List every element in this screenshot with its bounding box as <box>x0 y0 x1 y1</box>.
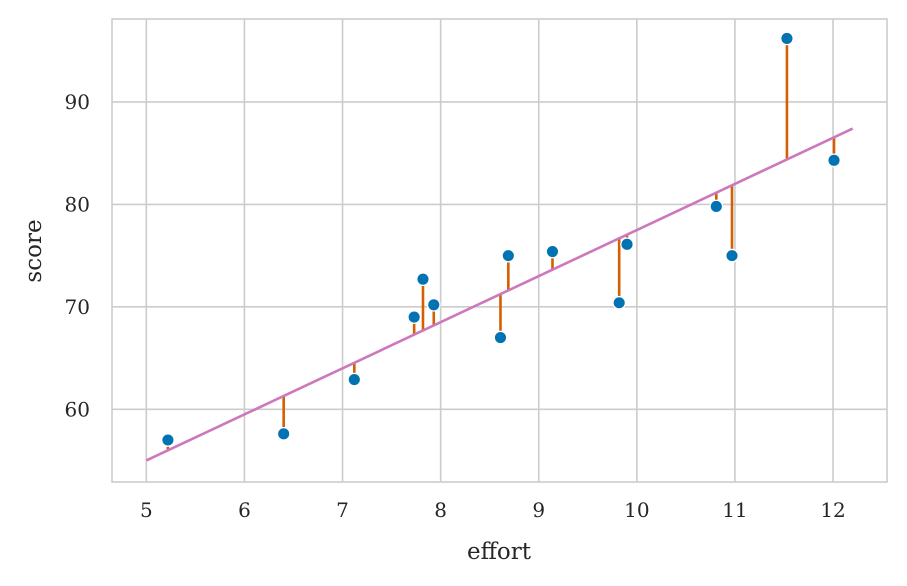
plot-frame <box>111 18 888 483</box>
y-tick-label: 60 <box>65 397 90 421</box>
data-point <box>620 237 634 252</box>
grid <box>112 19 887 482</box>
x-tick-label: 10 <box>624 498 649 522</box>
data-points <box>161 31 841 447</box>
y-tick-label: 70 <box>65 295 90 319</box>
data-point <box>276 427 291 441</box>
y-axis-label: score <box>21 219 47 282</box>
y-tick-labels: 60 70 80 90 <box>65 90 90 421</box>
x-tick-label: 11 <box>722 498 747 522</box>
data-point <box>780 31 794 46</box>
data-point <box>709 199 724 214</box>
data-point <box>545 244 560 259</box>
y-tick-label: 90 <box>65 90 90 114</box>
data-point <box>426 297 441 312</box>
x-axis-label: effort <box>467 539 532 565</box>
data-point <box>416 272 430 287</box>
x-tick-label: 5 <box>140 498 153 522</box>
data-point <box>612 295 627 310</box>
data-point <box>347 372 362 387</box>
data-point <box>161 433 175 447</box>
x-tick-label: 12 <box>820 498 845 522</box>
plot-area <box>112 19 887 482</box>
x-tick-label: 6 <box>238 498 251 522</box>
x-tick-label: 9 <box>532 498 545 522</box>
regression-line <box>145 127 854 462</box>
x-tick-labels: 5 6 7 8 9 10 11 12 <box>140 498 846 522</box>
data-point <box>407 310 422 324</box>
data-point <box>827 153 841 168</box>
x-tick-label: 8 <box>434 498 447 522</box>
x-tick-label: 7 <box>336 498 349 522</box>
data-point <box>501 248 516 263</box>
y-tick-label: 80 <box>65 192 90 216</box>
data-point <box>725 248 739 263</box>
data-point <box>493 330 508 345</box>
